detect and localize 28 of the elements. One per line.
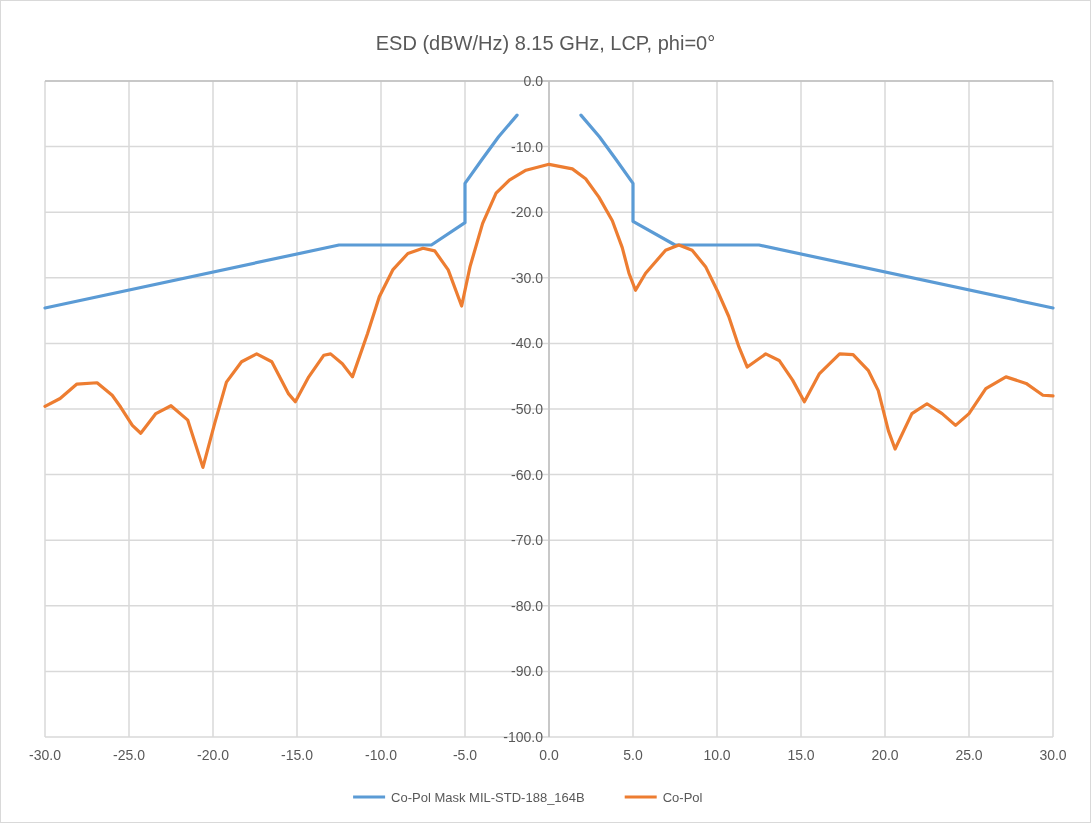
x-tick-label: 10.0 [703,747,731,763]
y-tick-label: -100.0 [503,728,544,745]
x-tick-label: -10.0 [365,747,398,763]
x-tick-label: -25.0 [113,747,146,763]
y-tick-label: -20.0 [511,204,544,221]
y-tick-label: -60.0 [511,466,544,483]
y-tick-label: -40.0 [511,335,544,352]
y-tick-label: -90.0 [511,663,544,680]
y-tick-label: -80.0 [511,597,544,614]
x-tick-label: -20.0 [197,747,230,763]
y-tick-label: -10.0 [511,138,544,155]
x-tick-label: -5.0 [452,747,478,763]
x-tick-label: 20.0 [871,747,899,763]
x-tick-label: 25.0 [955,747,983,763]
x-tick-label: -15.0 [281,747,314,763]
y-tick-label: -70.0 [511,532,544,549]
y-tick-label: -50.0 [511,400,544,417]
x-tick-label: 0.0 [539,747,559,763]
x-tick-label: -30.0 [29,747,62,763]
line-series [43,162,1055,469]
x-tick-label: 30.0 [1039,747,1067,763]
y-tick-label: -30.0 [511,269,544,286]
legend-label: Co-Pol [662,789,703,805]
x-tick-label: 15.0 [787,747,815,763]
chart-title: ESD (dBW/Hz) 8.15 GHz, LCP, phi=0° [375,32,716,54]
x-tick-label: 5.0 [623,747,643,763]
y-tick-label: 0.0 [523,72,544,89]
legend-label: Co-Pol Mask MIL-STD-188_164B [391,789,585,805]
